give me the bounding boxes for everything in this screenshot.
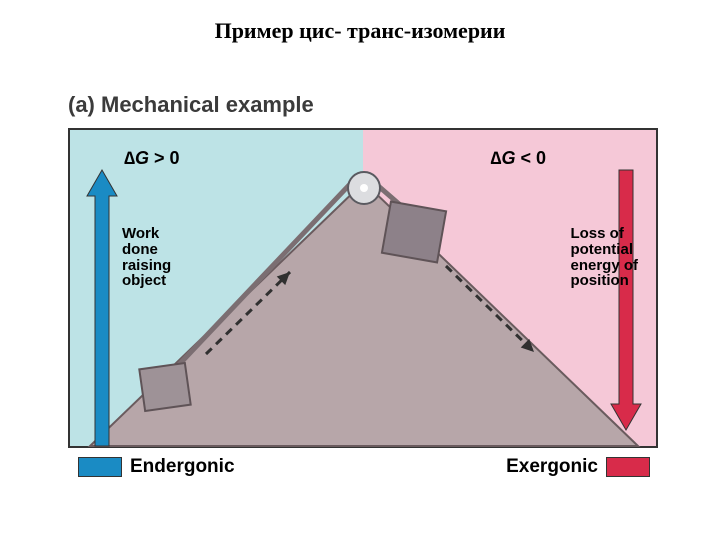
- work-done-label: Workdoneraisingobject: [122, 226, 171, 289]
- delta-g-negative-label: ∆G < 0: [490, 148, 546, 169]
- pulley-hole: [360, 184, 368, 192]
- endergonic-arrow: [87, 170, 117, 446]
- left-weight-box: [139, 363, 190, 411]
- diagram-box: ∆G > 0 ∆G < 0 Workdoneraisingobject Loss…: [68, 128, 658, 448]
- exergonic-swatch: [606, 457, 650, 477]
- dg-left-rel: > 0: [154, 148, 180, 168]
- loss-energy-label: Loss ofpotentialenergy ofposition: [570, 226, 638, 289]
- exergonic-arrow: [611, 170, 641, 430]
- endergonic-swatch: [78, 457, 122, 477]
- exergonic-label: Exergonic: [506, 456, 598, 478]
- page-title: Пример цис- транс-изомерии: [0, 18, 720, 44]
- legend-endergonic: Endergonic: [78, 456, 235, 478]
- right-weight-box: [382, 202, 446, 263]
- panel-label: (a) Mechanical example: [68, 92, 314, 118]
- delta-g-positive-label: ∆G > 0: [124, 148, 180, 169]
- legend-exergonic: Exergonic: [506, 456, 650, 478]
- dg-right-rel: < 0: [520, 148, 546, 168]
- endergonic-label: Endergonic: [130, 456, 235, 478]
